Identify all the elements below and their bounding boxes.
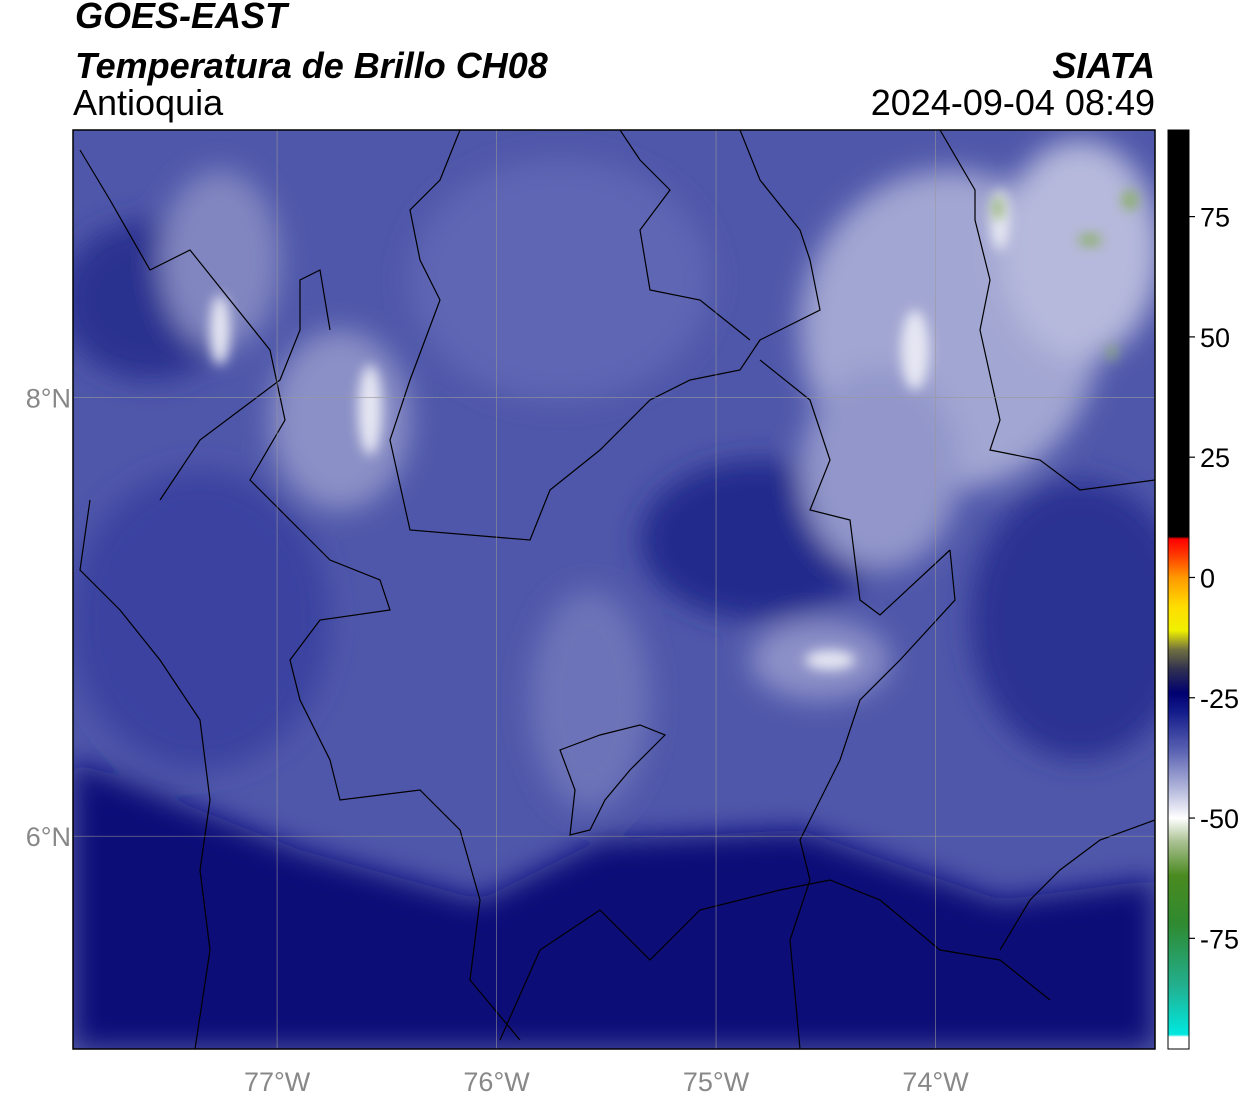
satellite-image — [73, 130, 1155, 1049]
title: GOES-EAST — [75, 0, 290, 36]
colorbar-fill — [1167, 129, 1190, 1050]
axis-labels: 77°W 76°W 75°W 74°W 6°N 8°N — [26, 384, 970, 1097]
colorbar-tick-label: -75 — [1200, 924, 1239, 954]
region: Antioquia — [73, 82, 224, 123]
graticule — [73, 130, 1155, 1049]
datetime: 2024-09-04 08:49 — [871, 82, 1155, 123]
y-tick-label: 6°N — [26, 822, 71, 852]
map-frame — [72, 129, 1156, 1050]
colorbar-tick-label: 0 — [1200, 563, 1215, 593]
colorbar-tick-label: 50 — [1200, 323, 1230, 353]
x-tick-label: 76°W — [463, 1067, 530, 1097]
colorbar-tick-label: -25 — [1200, 684, 1239, 714]
x-tick-label: 77°W — [244, 1067, 311, 1097]
colorbar-tick-label: 75 — [1200, 203, 1230, 233]
colorbar-tick-label: -50 — [1200, 804, 1239, 834]
y-tick-label: 8°N — [26, 384, 71, 414]
source: SIATA — [1052, 45, 1155, 86]
subtitle: Temperatura de Brillo CH08 — [75, 45, 548, 86]
colorbar-tick-label: 25 — [1200, 443, 1230, 473]
colorbar: -75 -50 -25 0 25 50 75 — [1167, 129, 1239, 1050]
x-tick-label: 75°W — [683, 1067, 750, 1097]
x-tick-label: 74°W — [902, 1067, 969, 1097]
